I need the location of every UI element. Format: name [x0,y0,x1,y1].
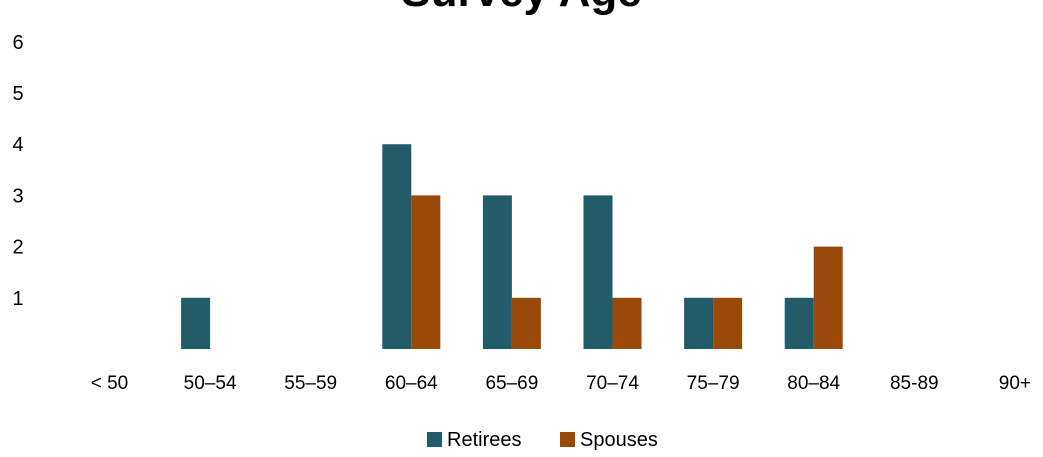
x-axis-ticks: < 50 50–54 55–59 60–64 65–69 70–74 75–79 80–84 8… [91,373,1031,394]
y-tick-label: 5 [12,83,23,105]
x-tick-label: 60–64 [385,373,438,394]
y-axis-ticks: 1 2 3 4 5 6 [12,32,23,310]
x-tick-label: 90+ [999,373,1031,394]
x-tick-label: 55–59 [284,373,337,394]
chart-title: Survey Age [0,0,1043,17]
bar-spouses-7 [713,297,743,349]
bar-retirees-2 [181,297,211,349]
bar-retirees-8 [784,297,814,349]
x-tick-label: 80–84 [787,373,840,394]
bar-spouses-6 [612,297,642,349]
x-tick-label: 65–69 [485,373,538,394]
legend-label-spouses: Spouses [580,429,658,451]
bar-spouses-8 [813,246,843,349]
legend-swatch-spouses [560,432,575,447]
bar-spouses-4 [411,195,441,349]
x-tick-label: 85-89 [890,373,939,394]
y-tick-label: 1 [12,288,23,310]
bar-spouses-5 [511,297,541,349]
bar-retirees-7 [684,297,714,349]
x-tick-label: 75–79 [687,373,740,394]
bar-retirees-4 [382,144,412,349]
bar-retirees-6 [583,195,613,349]
y-tick-label: 3 [12,185,23,207]
legend: Retirees Spouses [427,429,658,451]
y-tick-label: 4 [12,134,23,156]
legend-swatch-retirees [427,432,442,447]
x-tick-label: < 50 [91,373,129,394]
bars [181,144,843,349]
y-tick-label: 6 [12,32,23,54]
legend-label-retirees: Retirees [447,429,521,451]
y-tick-label: 2 [12,237,23,259]
bar-retirees-5 [482,195,512,349]
x-tick-label: 50–54 [184,373,237,394]
x-tick-label: 70–74 [586,373,639,394]
